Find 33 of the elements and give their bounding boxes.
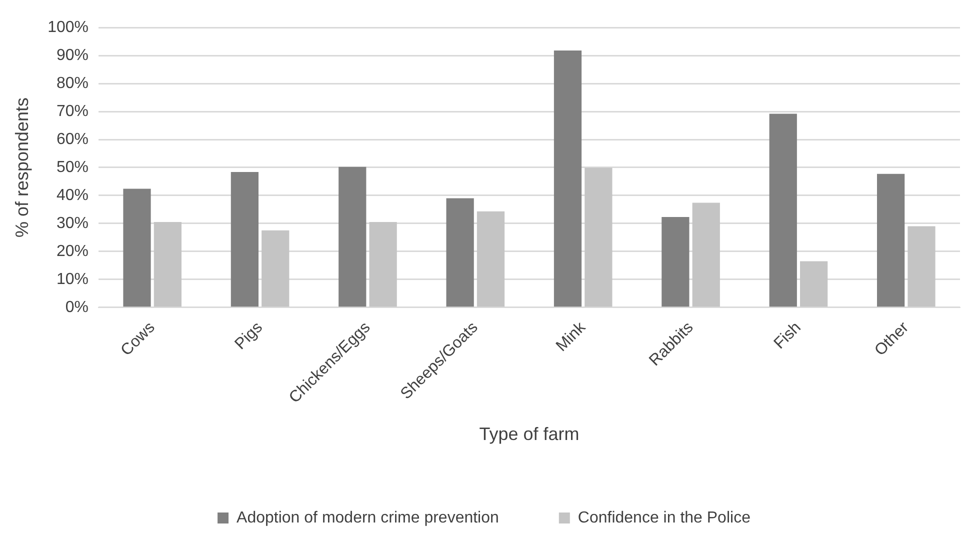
bar: [123, 188, 151, 307]
y-tick-label: 50%: [56, 158, 89, 176]
legend-label: Confidence in the Police: [578, 509, 751, 526]
bar: [446, 198, 474, 307]
bar: [554, 50, 582, 307]
y-tick-label: 100%: [48, 19, 89, 36]
bar: [154, 222, 182, 307]
x-tick-label: Fish: [771, 319, 804, 352]
y-tick-label: 60%: [56, 130, 89, 148]
bar: [692, 202, 720, 307]
y-axis-title: % of respondents: [12, 97, 32, 238]
bar: [230, 172, 259, 307]
y-tick-label: 80%: [56, 74, 89, 92]
y-tick-label: 10%: [56, 270, 89, 288]
bar: [584, 168, 612, 307]
y-tick-label: 40%: [56, 186, 89, 204]
bar: [338, 166, 366, 307]
bar: [662, 217, 690, 307]
y-tick-label: 20%: [56, 242, 89, 260]
bar: [800, 261, 828, 307]
bar: [908, 226, 936, 307]
legend-label: Adoption of modern crime prevention: [236, 509, 499, 526]
y-tick-label: 30%: [56, 214, 89, 232]
bar: [262, 230, 290, 307]
bar: [369, 222, 397, 307]
bar: [476, 211, 505, 307]
y-tick-label: 0%: [65, 298, 89, 316]
bar: [769, 114, 797, 307]
x-tick-label: Pigs: [232, 319, 266, 354]
bar: [877, 174, 905, 307]
y-tick-label: 90%: [56, 46, 89, 64]
x-axis-title: Type of farm: [479, 424, 580, 444]
y-tick-label: 70%: [56, 102, 89, 120]
